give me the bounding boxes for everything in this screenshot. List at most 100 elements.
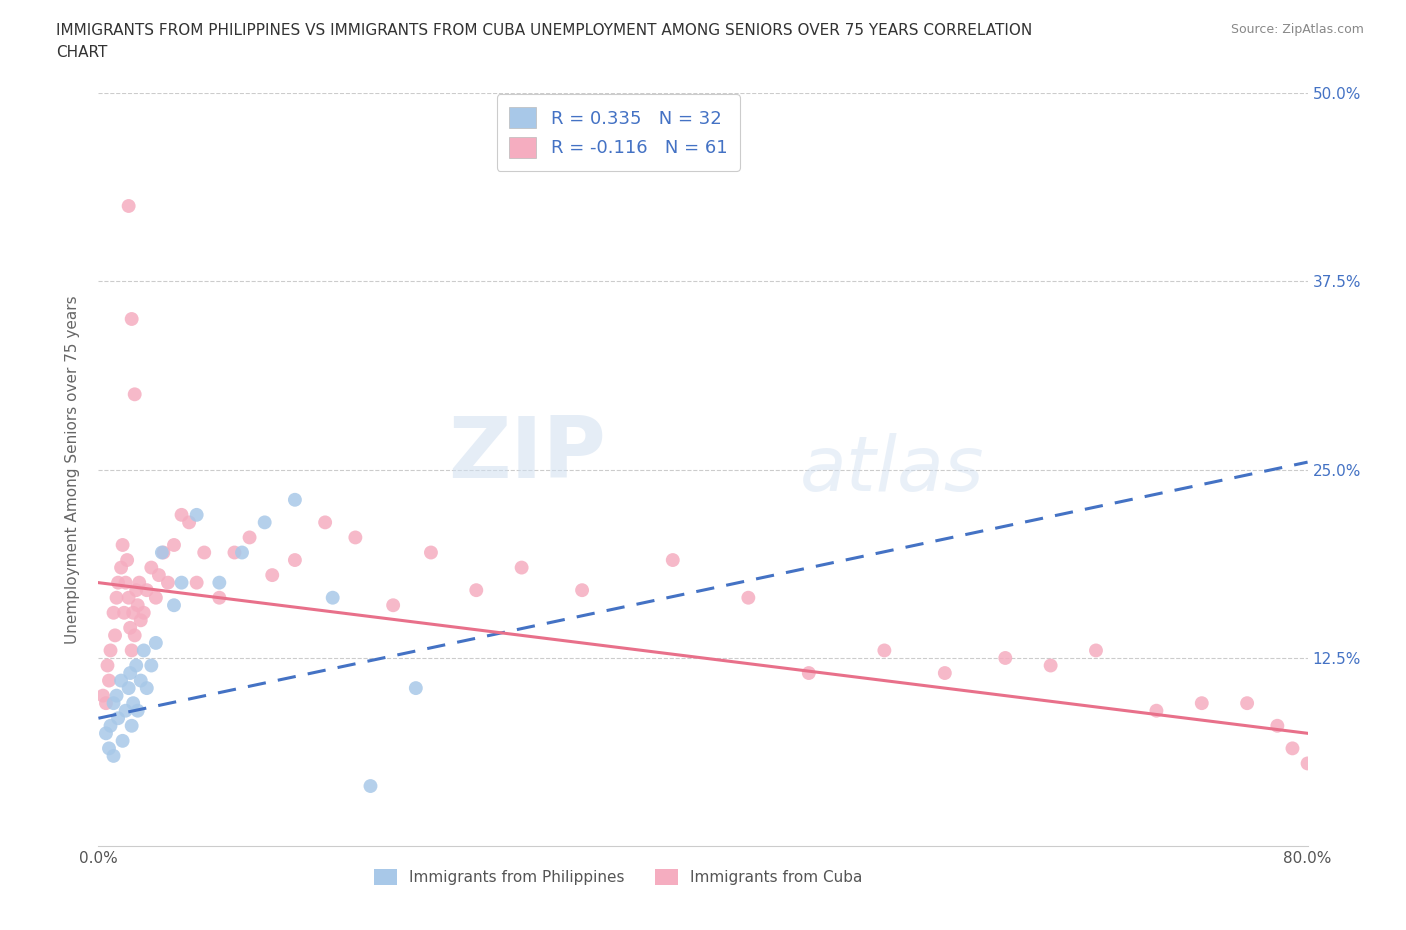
Point: [125, 583, 148, 598]
Point: [253, 515, 276, 530]
Point: [103, 749, 125, 764]
Point: [141, 560, 163, 575]
Point: [112, 605, 135, 620]
Point: [124, 628, 146, 643]
Point: [360, 778, 382, 793]
Point: [150, 545, 173, 560]
Point: [1039, 658, 1062, 673]
Point: [994, 651, 1017, 666]
Point: [120, 620, 142, 635]
Point: [322, 591, 344, 605]
Point: [132, 643, 155, 658]
Point: [1085, 643, 1108, 658]
Point: [114, 703, 136, 718]
Point: [262, 567, 284, 582]
Point: [127, 703, 149, 718]
Point: [96, 658, 118, 673]
Point: [1191, 696, 1213, 711]
Point: [128, 575, 150, 591]
Point: [114, 575, 136, 591]
Point: [115, 552, 138, 567]
Point: [152, 545, 174, 560]
Point: [156, 575, 179, 591]
Point: [284, 552, 307, 567]
Point: [934, 666, 956, 681]
Legend: Immigrants from Philippines, Immigrants from Cuba: Immigrants from Philippines, Immigrants …: [368, 863, 869, 891]
Point: [110, 560, 132, 575]
Point: [382, 598, 405, 613]
Point: [208, 591, 231, 605]
Point: [314, 515, 336, 530]
Text: CHART: CHART: [56, 45, 108, 60]
Text: ZIP: ZIP: [449, 413, 606, 496]
Point: [465, 583, 488, 598]
Point: [111, 734, 134, 749]
Point: [1281, 741, 1303, 756]
Point: [98, 741, 121, 756]
Text: Source: ZipAtlas.com: Source: ZipAtlas.com: [1230, 23, 1364, 36]
Point: [94, 696, 117, 711]
Point: [91, 688, 114, 703]
Point: [1296, 756, 1319, 771]
Point: [111, 538, 134, 552]
Point: [163, 538, 186, 552]
Point: [737, 591, 759, 605]
Point: [94, 726, 117, 741]
Point: [141, 658, 163, 673]
Point: [103, 696, 125, 711]
Point: [284, 492, 307, 507]
Point: [1144, 703, 1167, 718]
Point: [420, 545, 443, 560]
Point: [104, 628, 127, 643]
Point: [661, 552, 683, 567]
Point: [105, 591, 128, 605]
Point: [100, 643, 122, 658]
Point: [571, 583, 593, 598]
Y-axis label: Unemployment Among Seniors over 75 years: Unemployment Among Seniors over 75 years: [65, 296, 80, 644]
Point: [107, 575, 129, 591]
Point: [1267, 718, 1289, 733]
Point: [118, 591, 141, 605]
Point: [103, 605, 125, 620]
Point: [107, 711, 129, 725]
Point: [122, 605, 145, 620]
Point: [98, 673, 121, 688]
Point: [129, 613, 152, 628]
Point: [132, 605, 155, 620]
Point: [121, 718, 143, 733]
Point: [135, 583, 157, 598]
Point: [145, 635, 167, 650]
Point: [208, 575, 231, 591]
Point: [124, 387, 146, 402]
Point: [118, 681, 141, 696]
Point: [797, 666, 820, 681]
Point: [135, 681, 157, 696]
Point: [110, 673, 132, 688]
Point: [510, 560, 533, 575]
Point: [127, 598, 149, 613]
Point: [873, 643, 896, 658]
Point: [100, 718, 122, 733]
Point: [179, 515, 201, 530]
Point: [344, 530, 367, 545]
Point: [118, 199, 141, 214]
Point: [186, 575, 208, 591]
Point: [193, 545, 215, 560]
Point: [120, 666, 142, 681]
Point: [405, 681, 427, 696]
Point: [163, 598, 186, 613]
Point: [224, 545, 246, 560]
Point: [148, 567, 170, 582]
Point: [122, 696, 145, 711]
Text: IMMIGRANTS FROM PHILIPPINES VS IMMIGRANTS FROM CUBA UNEMPLOYMENT AMONG SENIORS O: IMMIGRANTS FROM PHILIPPINES VS IMMIGRANT…: [56, 23, 1032, 38]
Point: [186, 508, 208, 523]
Point: [121, 312, 143, 326]
Point: [170, 575, 193, 591]
Text: atlas: atlas: [800, 432, 984, 507]
Point: [239, 530, 262, 545]
Point: [145, 591, 167, 605]
Point: [105, 688, 128, 703]
Point: [129, 673, 152, 688]
Point: [1236, 696, 1258, 711]
Point: [121, 643, 143, 658]
